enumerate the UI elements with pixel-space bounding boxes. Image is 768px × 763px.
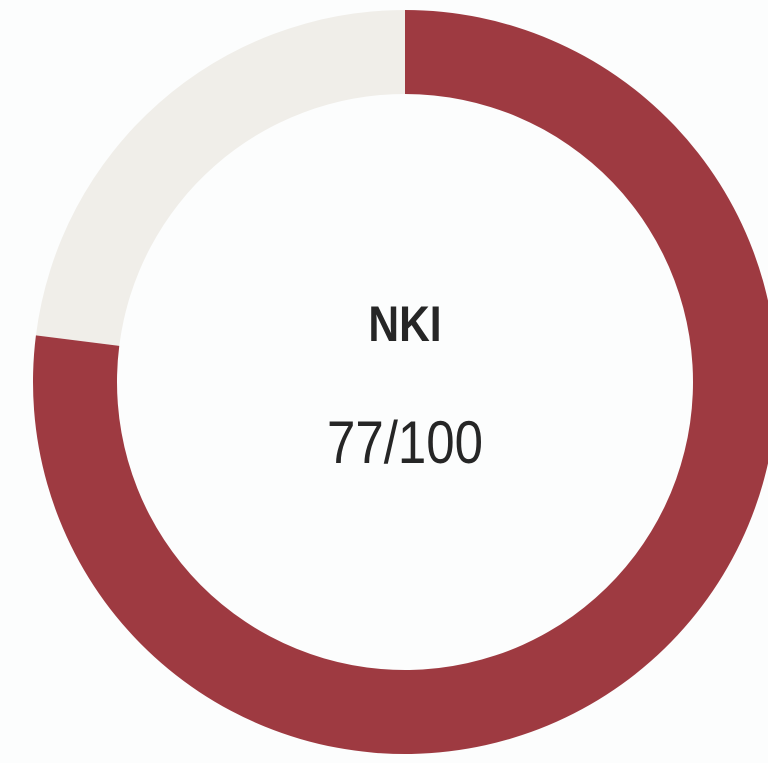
track xyxy=(35,10,406,346)
value-label: 77/100 xyxy=(327,409,483,476)
donut xyxy=(33,10,768,754)
chart-title: NKI xyxy=(368,296,441,352)
